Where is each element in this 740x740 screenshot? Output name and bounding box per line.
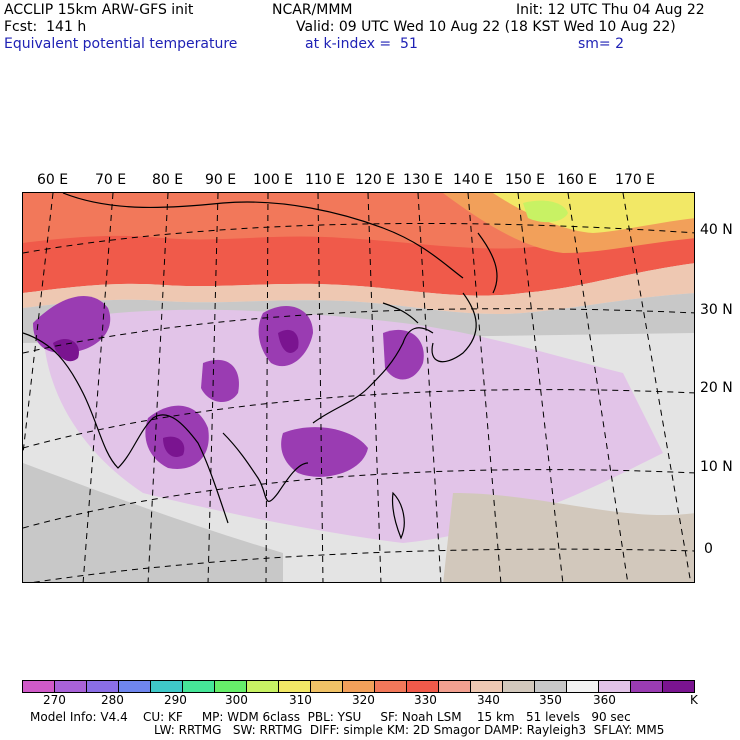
lon-label: 100 E xyxy=(253,172,294,188)
colorbar-swatch xyxy=(439,681,471,692)
lon-label: 130 E xyxy=(403,172,444,188)
colorbar-swatch xyxy=(311,681,343,692)
colorbar-tick-label: 300 xyxy=(225,693,248,707)
lat-label: 0 xyxy=(704,541,713,557)
colorbar-swatch xyxy=(631,681,663,692)
colorbar-swatch xyxy=(567,681,599,692)
lat-label: 30 N xyxy=(700,302,733,318)
lon-label: 90 E xyxy=(205,172,237,188)
colorbar-swatch xyxy=(215,681,247,692)
colorbar-swatch xyxy=(599,681,631,692)
colorbar-swatch xyxy=(55,681,87,692)
colorbar xyxy=(22,680,695,693)
colorbar-tick-label: 330 xyxy=(414,693,437,707)
lat-label: 40 N xyxy=(700,222,733,238)
colorbar-tick-label: 350 xyxy=(539,693,562,707)
colorbar-tick-label: 360 xyxy=(593,693,616,707)
colorbar-swatch xyxy=(151,681,183,692)
colorbar-tick-label: 320 xyxy=(352,693,375,707)
colorbar-swatch xyxy=(471,681,503,692)
init-time: Init: 12 UTC Thu 04 Aug 22 xyxy=(516,2,705,18)
level-label: at k-index = 51 xyxy=(305,36,418,52)
model-title: ACCLIP 15km ARW-GFS init xyxy=(4,2,194,18)
colorbar-tick-label: 290 xyxy=(164,693,187,707)
lon-label: 150 E xyxy=(505,172,546,188)
colorbar-swatch xyxy=(183,681,215,692)
model-info-line2: LW: RRTMG SW: RRTMG DIFF: simple KM: 2D … xyxy=(154,723,665,737)
lon-label: 80 E xyxy=(152,172,184,188)
theta-e-map xyxy=(23,193,694,582)
lon-label: 160 E xyxy=(557,172,598,188)
colorbar-swatch xyxy=(503,681,535,692)
lon-label: 170 E xyxy=(615,172,656,188)
colorbar-swatch xyxy=(279,681,311,692)
lon-label: 140 E xyxy=(453,172,494,188)
lon-label: 60 E xyxy=(37,172,69,188)
colorbar-swatch xyxy=(407,681,439,692)
colorbar-swatch xyxy=(343,681,375,692)
colorbar-swatch xyxy=(119,681,151,692)
map-panel xyxy=(22,192,695,583)
lon-label: 70 E xyxy=(95,172,127,188)
colorbar-swatch xyxy=(247,681,279,692)
lat-label: 10 N xyxy=(700,459,733,475)
colorbar-tick-label: 310 xyxy=(289,693,312,707)
model-info-line1: Model Info: V4.4 CU: KF MP: WDM 6class P… xyxy=(30,710,631,724)
smoothing-label: sm= 2 xyxy=(578,36,625,52)
colorbar-unit: K xyxy=(690,693,698,707)
colorbar-tick-label: 340 xyxy=(477,693,500,707)
colorbar-swatch xyxy=(87,681,119,692)
field-name: Equivalent potential temperature xyxy=(4,36,238,52)
forecast-hour: Fcst: 141 h xyxy=(4,19,87,35)
colorbar-tick-label: 270 xyxy=(43,693,66,707)
colorbar-swatch xyxy=(663,681,694,692)
valid-time: Valid: 09 UTC Wed 10 Aug 22 (18 KST Wed … xyxy=(296,19,676,35)
colorbar-swatch xyxy=(375,681,407,692)
colorbar-swatch xyxy=(23,681,55,692)
lon-label: 110 E xyxy=(305,172,346,188)
lat-label: 20 N xyxy=(700,380,733,396)
colorbar-swatch xyxy=(535,681,567,692)
lon-label: 120 E xyxy=(355,172,396,188)
colorbar-tick-label: 280 xyxy=(101,693,124,707)
org-label: NCAR/MMM xyxy=(272,2,353,18)
